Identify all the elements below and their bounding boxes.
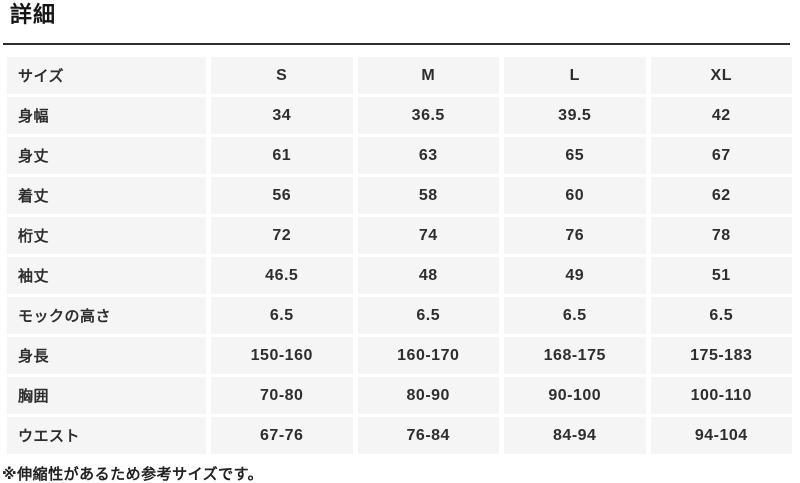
value-cell: 76-84 (357, 417, 499, 454)
value-cell: 60 (504, 177, 646, 214)
row-label-cell: 身幅 (7, 97, 206, 134)
value-cell: 160-170 (357, 337, 499, 374)
value-cell: 6.5 (357, 297, 499, 334)
value-cell: 49 (504, 257, 646, 294)
value-cell: 6.5 (211, 297, 353, 334)
value-cell: 63 (357, 137, 499, 174)
value-cell: 168-175 (504, 337, 646, 374)
value-cell: 150-160 (211, 337, 353, 374)
value-cell: 90-100 (504, 377, 646, 414)
value-cell: 48 (357, 257, 499, 294)
row-label-cell: 桁丈 (7, 217, 206, 254)
value-cell: 72 (211, 217, 353, 254)
value-cell: 175-183 (650, 337, 792, 374)
value-cell: 58 (357, 177, 499, 214)
size-table: サイズ S M L XL 身幅 34 36.5 39.5 42 身丈 61 63… (7, 57, 792, 454)
value-cell: 74 (357, 217, 499, 254)
value-cell: 34 (211, 97, 353, 134)
value-cell: 56 (211, 177, 353, 214)
value-cell: 80-90 (357, 377, 499, 414)
header-size-s: S (211, 57, 353, 94)
value-cell: 6.5 (650, 297, 792, 334)
value-cell: 94-104 (650, 417, 792, 454)
value-cell: 46.5 (211, 257, 353, 294)
row-label-cell: ウエスト (7, 417, 206, 454)
row-label-cell: 着丈 (7, 177, 206, 214)
header-size-xl: XL (650, 57, 792, 94)
value-cell: 36.5 (357, 97, 499, 134)
row-label-cell: 袖丈 (7, 257, 206, 294)
value-cell: 39.5 (504, 97, 646, 134)
page-title: 詳細 (10, 2, 57, 27)
elasticity-footnote: ※伸縮性があるため参考サイズです。 (2, 466, 264, 483)
value-cell: 61 (211, 137, 353, 174)
value-cell: 42 (650, 97, 792, 134)
value-cell: 67-76 (211, 417, 353, 454)
value-cell: 65 (504, 137, 646, 174)
value-cell: 62 (650, 177, 792, 214)
row-label-cell: モックの高さ (7, 297, 206, 334)
header-label-cell: サイズ (7, 57, 206, 94)
value-cell: 70-80 (211, 377, 353, 414)
title-divider (3, 43, 790, 45)
value-cell: 51 (650, 257, 792, 294)
value-cell: 76 (504, 217, 646, 254)
header-size-m: M (357, 57, 499, 94)
row-label-cell: 胸囲 (7, 377, 206, 414)
value-cell: 78 (650, 217, 792, 254)
value-cell: 84-94 (504, 417, 646, 454)
row-label-cell: 身丈 (7, 137, 206, 174)
row-label-cell: 身長 (7, 337, 206, 374)
value-cell: 100-110 (650, 377, 792, 414)
value-cell: 67 (650, 137, 792, 174)
value-cell: 6.5 (504, 297, 646, 334)
header-size-l: L (504, 57, 646, 94)
